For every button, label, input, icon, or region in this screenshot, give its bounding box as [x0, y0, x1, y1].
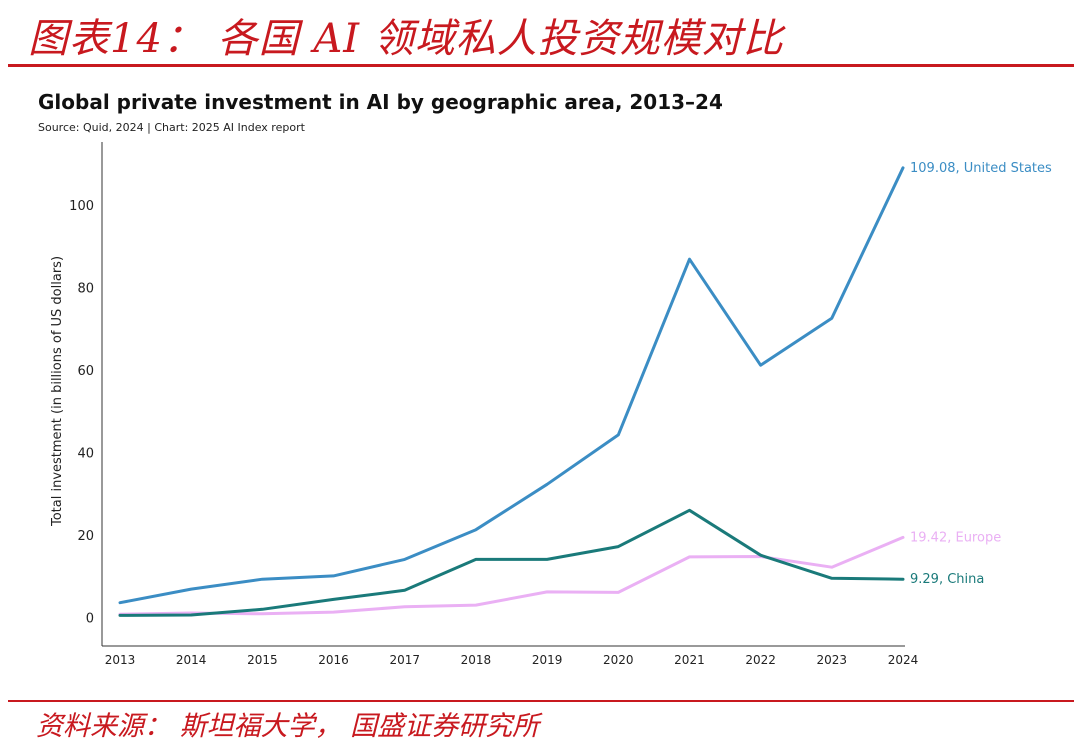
chart-subtitle: Source: Quid, 2024 | Chart: 2025 AI Inde…: [38, 121, 305, 134]
line-chart: 0 20 40 60 80 100 2013 2014 2015 2016 2017 2018 2019…: [50, 142, 1052, 667]
end-labels: 109.08, United States 19.42, Europe 9.29, …: [910, 161, 1052, 587]
x-tick-label: 2022: [745, 653, 776, 667]
x-tick-label: 2014: [176, 653, 207, 667]
y-tick-label: 20: [77, 529, 94, 544]
chart-axes: 0 20 40 60 80 100 2013 2014 2015 2016 2017 2018 2019…: [50, 142, 918, 667]
y-tick-label: 60: [77, 364, 94, 379]
series-line-europe: [118, 535, 905, 616]
source-note: 资料来源： 斯坦福大学， 国盛证券研究所: [36, 711, 540, 742]
chart-title: Global private investment in AI by geogr…: [38, 90, 723, 114]
x-tick-label: 2023: [817, 653, 848, 667]
x-tick-label: 2024: [888, 653, 919, 667]
x-tick-label: 2019: [532, 653, 563, 667]
end-label-europe: 19.42, Europe: [910, 530, 1001, 545]
header-divider: [8, 64, 1074, 67]
y-axis-title: Total investment (in billions of US doll…: [50, 256, 65, 527]
y-tick-label: 40: [77, 447, 94, 462]
y-tick-label: 80: [77, 282, 94, 297]
x-tick-label: 2021: [674, 653, 705, 667]
x-tick-label: 2013: [105, 653, 136, 667]
end-label-united-states: 109.08, United States: [910, 161, 1052, 176]
x-tick-label: 2018: [461, 653, 492, 667]
series-line-china: [118, 508, 905, 617]
figure-title: 图表14： 各国 AI 领域私人投资规模对比: [28, 16, 784, 62]
series-layer: [118, 166, 905, 617]
report-header: 图表14： 各国 AI 领域私人投资规模对比: [0, 0, 1080, 70]
x-tick-label: 2020: [603, 653, 634, 667]
footer-divider: [8, 700, 1074, 702]
x-tick-label: 2017: [389, 653, 420, 667]
y-tick-label: 100: [69, 199, 94, 214]
end-label-china: 9.29, China: [910, 572, 984, 587]
y-tick-label: 0: [86, 612, 94, 627]
x-tick-label: 2015: [247, 653, 278, 667]
series-line-united-states: [118, 166, 905, 605]
x-tick-label: 2016: [318, 653, 349, 667]
